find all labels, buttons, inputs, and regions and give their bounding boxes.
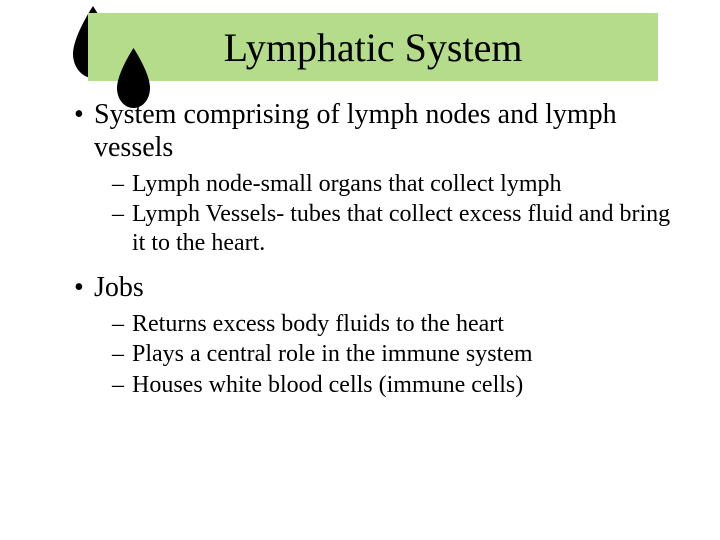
bullet-level1: •Jobs — [74, 271, 674, 304]
bullet-level2: –Lymph node-small organs that collect ly… — [74, 170, 674, 198]
bullet-level2: –Plays a central role in the immune syst… — [74, 340, 674, 368]
sub-bullet-text: Returns excess body fluids to the heart — [132, 311, 504, 337]
bullet-text: Jobs — [94, 272, 144, 303]
bullet-level2: –Houses white blood cells (immune cells) — [74, 371, 674, 399]
bullet-level1: •System comprising of lymph nodes and ly… — [74, 98, 674, 164]
bullet-level2: –Lymph Vessels- tubes that collect exces… — [74, 200, 674, 257]
bullet-text: System comprising of lymph nodes and lym… — [94, 99, 617, 163]
slide-content: •System comprising of lymph nodes and ly… — [74, 98, 674, 401]
slide-title: Lymphatic System — [224, 24, 523, 71]
sub-bullet-text: Plays a central role in the immune syste… — [132, 341, 533, 367]
sub-bullet-text: Lymph node-small organs that collect lym… — [132, 171, 561, 197]
sub-bullet-text: Lymph Vessels- tubes that collect excess… — [132, 201, 670, 255]
sub-bullet-text: Houses white blood cells (immune cells) — [132, 372, 523, 398]
bullet-level2: –Returns excess body fluids to the heart — [74, 310, 674, 338]
title-banner: Lymphatic System — [88, 13, 658, 81]
